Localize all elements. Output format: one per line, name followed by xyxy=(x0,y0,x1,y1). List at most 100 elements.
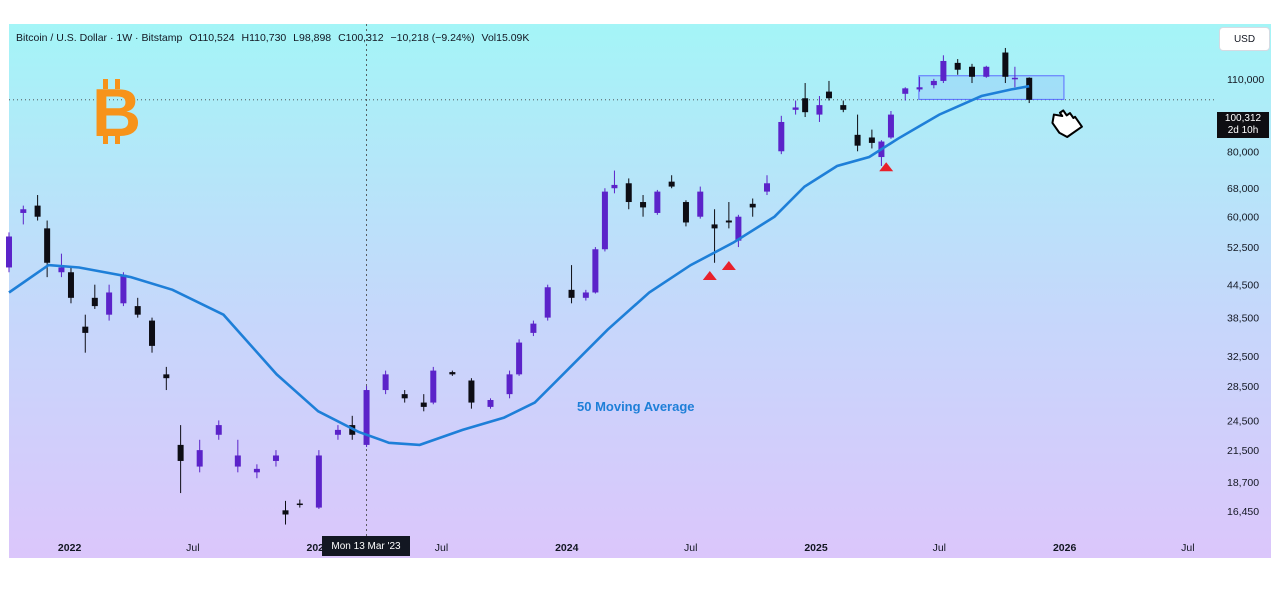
candle-body xyxy=(868,137,875,143)
candle-body xyxy=(764,183,771,192)
y-tick-label: 110,000 xyxy=(1227,74,1264,86)
y-tick-label: 18,700 xyxy=(1227,477,1259,489)
candle-body xyxy=(778,121,785,152)
moving-average-label: 50 Moving Average xyxy=(577,399,695,414)
y-tick-label: 38,500 xyxy=(1227,313,1259,325)
candle-body xyxy=(334,429,341,435)
candle-body xyxy=(6,236,12,268)
candle-body xyxy=(592,249,599,293)
candle-body xyxy=(654,191,661,213)
bitcoin-logo-icon: B xyxy=(92,75,141,151)
candle-body xyxy=(983,66,990,77)
chart-background xyxy=(9,24,1271,558)
low-value: L98,898 xyxy=(293,32,332,44)
bar-countdown: 2d 10h xyxy=(1227,125,1259,136)
candle-body xyxy=(82,326,89,333)
candle-body xyxy=(582,292,589,298)
candle-body xyxy=(120,274,127,304)
candle-body xyxy=(954,62,961,70)
y-tick-label: 24,500 xyxy=(1227,415,1259,427)
candle-body xyxy=(20,209,27,213)
candle-body xyxy=(544,287,551,318)
x-tick-label: Jul xyxy=(684,542,697,554)
candle-body xyxy=(363,390,370,445)
candle-body xyxy=(177,444,184,461)
candle-body xyxy=(611,184,618,189)
candle-body xyxy=(682,202,689,223)
y-tick-label: 68,000 xyxy=(1227,183,1259,195)
candle-body xyxy=(430,370,437,403)
high-value: H110,730 xyxy=(241,32,287,44)
candle-body xyxy=(735,216,742,241)
candle-body xyxy=(91,297,98,307)
y-tick-label: 28,500 xyxy=(1227,381,1259,393)
candle-body xyxy=(296,503,303,506)
y-tick-label: 52,500 xyxy=(1227,242,1259,254)
candle-body xyxy=(468,380,475,403)
x-tick-label: 2022 xyxy=(58,542,82,554)
candle-body xyxy=(506,374,513,395)
x-tick-label: Jul xyxy=(933,542,946,554)
candle-body xyxy=(34,205,41,217)
candle-body xyxy=(401,394,408,399)
candle-body xyxy=(253,468,260,473)
hand-pointer-icon xyxy=(1051,109,1083,139)
candle-body xyxy=(516,342,523,375)
currency-button[interactable]: USD xyxy=(1219,27,1270,51)
candle-body xyxy=(792,107,799,110)
x-tick-label: 2024 xyxy=(555,542,579,554)
candle-body xyxy=(968,66,975,77)
candle-body xyxy=(530,323,537,333)
y-tick-label: 60,000 xyxy=(1227,212,1259,224)
candle-body xyxy=(640,202,647,208)
candle-body xyxy=(382,374,389,391)
y-tick-label: 16,450 xyxy=(1227,506,1259,518)
y-tick-label: 44,500 xyxy=(1227,280,1259,292)
y-tick-label: 21,500 xyxy=(1227,445,1259,457)
current-price-tag: 100,312 2d 10h xyxy=(1217,112,1269,138)
candle-body xyxy=(840,105,847,110)
moving-average-line xyxy=(8,84,1030,447)
candle-body xyxy=(802,98,809,113)
candle-body xyxy=(234,455,241,467)
candle-body xyxy=(215,425,222,435)
candle-body xyxy=(940,60,947,81)
candle-body xyxy=(487,400,494,407)
candle-body xyxy=(625,183,632,203)
candle-body xyxy=(668,181,675,187)
x-tick-label: Jul xyxy=(435,542,448,554)
candle-body xyxy=(1002,52,1009,77)
candle-body xyxy=(44,228,51,263)
chart-header: Bitcoin / U.S. Dollar · 1W · Bitstamp O1… xyxy=(16,32,533,44)
open-value: O110,524 xyxy=(189,32,235,44)
candle-body xyxy=(449,372,456,375)
candle-body xyxy=(315,455,322,508)
candle-body xyxy=(854,134,861,146)
candle-body xyxy=(711,224,718,229)
triangle-up-icon xyxy=(721,260,736,270)
candle-body xyxy=(601,191,608,250)
candle-body xyxy=(725,220,732,223)
candle-body xyxy=(149,320,156,346)
x-tick-label: Jul xyxy=(1181,542,1194,554)
close-value: C100,312 xyxy=(338,32,384,44)
candle-body xyxy=(887,114,894,138)
candle-body xyxy=(134,306,141,315)
y-tick-label: 32,500 xyxy=(1227,351,1259,363)
x-tick-label: Jul xyxy=(186,542,199,554)
candle-body xyxy=(916,87,923,90)
symbol-title: Bitcoin / U.S. Dollar · 1W · Bitstamp xyxy=(16,32,183,44)
candle-body xyxy=(58,267,65,273)
candle-body xyxy=(272,455,279,461)
crosshair-date-label: Mon 13 Mar '23 xyxy=(322,536,410,556)
candle-body xyxy=(930,80,937,86)
volume-value: Vol15.09K xyxy=(481,32,530,44)
change-value: −10,218 (−9.24%) xyxy=(390,32,475,44)
candle-body xyxy=(1026,77,1033,100)
candle-body xyxy=(749,203,756,208)
candle-body xyxy=(106,292,113,315)
candle-body xyxy=(163,374,170,379)
y-tick-label: 80,000 xyxy=(1227,146,1259,158)
x-tick-label: 2026 xyxy=(1053,542,1077,554)
